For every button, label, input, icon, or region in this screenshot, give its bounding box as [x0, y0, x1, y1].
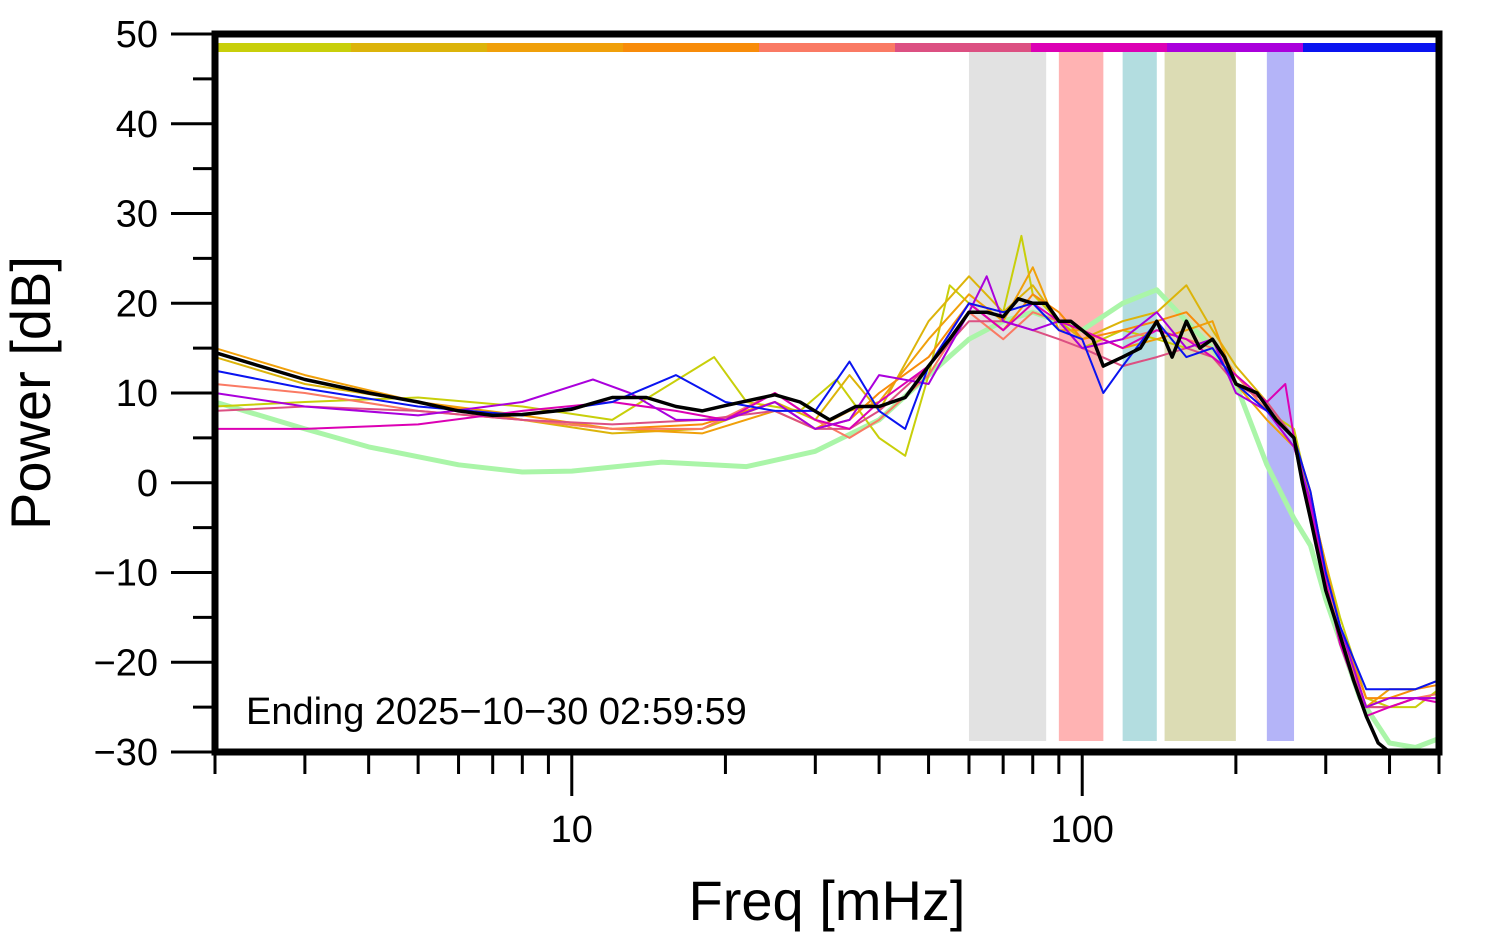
frequency-bands: [968, 52, 1295, 741]
spectrum-lines: [214, 234, 1440, 754]
band-4: [1164, 52, 1236, 741]
series-line-1: [214, 287, 1440, 750]
colorbar-segment-3: [487, 43, 624, 52]
series-line-3: [214, 275, 1439, 709]
colorbar-segment-6: [895, 43, 1032, 52]
band-5: [1266, 52, 1295, 741]
time-colorbar: [215, 43, 1440, 52]
y-tick-label: 10: [116, 373, 158, 415]
colorbar-segment-5: [759, 43, 896, 52]
series-line-4: [214, 266, 1440, 709]
series-line-2: [214, 234, 1440, 709]
y-tick-label: −30: [94, 732, 158, 774]
colorbar-segment-2: [351, 43, 488, 52]
colorbar-segment-1: [215, 43, 352, 52]
band-1: [968, 52, 1047, 741]
band-2: [1058, 52, 1104, 741]
band-3: [1122, 52, 1157, 741]
y-tick-label: 40: [116, 104, 158, 146]
colorbar-segment-9: [1303, 43, 1440, 52]
series-line-10: [214, 302, 1440, 691]
y-axis-title: Power [dB]: [0, 256, 62, 530]
x-tick-label: 100: [1051, 809, 1114, 851]
y-axis: 50 40 30 20 10 0 −10 −20 −30: [94, 14, 215, 774]
y-tick-label: 0: [137, 463, 158, 505]
x-axis: 10 100: [213, 752, 1441, 851]
colorbar-segment-7: [1031, 43, 1168, 52]
y-tick-label: 30: [116, 194, 158, 236]
series-line-11: [214, 297, 1439, 754]
y-tick-label: −20: [94, 642, 158, 684]
y-tick-label: 20: [116, 283, 158, 325]
colorbar-segment-4: [623, 43, 760, 52]
series-line-9: [214, 275, 1439, 709]
annotation-text: Ending 2025−10−30 02:59:59: [246, 691, 747, 733]
colorbar-segment-8: [1167, 43, 1304, 52]
series-line-8: [215, 302, 1440, 718]
series-line-7: [214, 320, 1439, 709]
x-tick-label: 10: [551, 809, 593, 851]
series-line-5: [214, 293, 1440, 700]
y-tick-label: 50: [116, 14, 158, 56]
x-axis-title: Freq [mHz]: [689, 869, 966, 932]
series-line-6: [214, 311, 1440, 709]
y-tick-label: −10: [94, 553, 158, 595]
